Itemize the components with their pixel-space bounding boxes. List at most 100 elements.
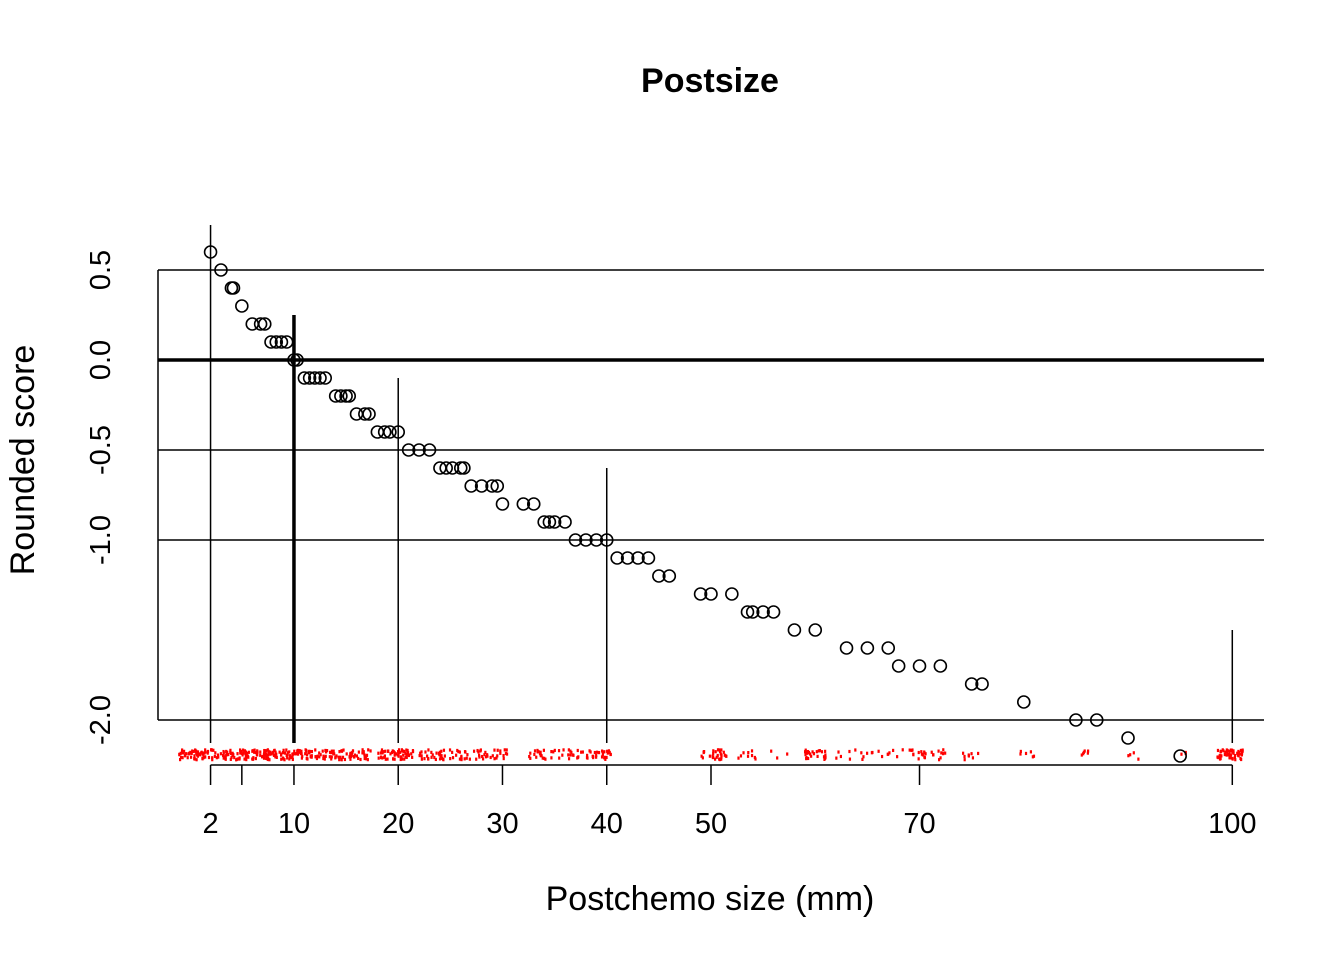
- rug-mark: [1238, 752, 1241, 756]
- rug-mark: [493, 757, 496, 761]
- rug-mark: [266, 748, 269, 752]
- rug-mark: [357, 750, 360, 754]
- rug-mark: [712, 751, 715, 756]
- data-point: [495, 497, 510, 511]
- rug-mark: [896, 755, 899, 759]
- data-point: [377, 425, 392, 439]
- vertical-reference-lines: [209, 225, 1234, 743]
- rug-mark: [720, 755, 723, 759]
- rug-mark: [181, 748, 184, 752]
- rug-mark: [601, 749, 604, 753]
- rug-mark: [332, 751, 335, 755]
- rug-mark: [423, 757, 426, 761]
- rug-mark: [405, 748, 408, 752]
- rug-mark: [296, 752, 300, 756]
- rug-mark: [822, 755, 826, 759]
- rug-mark: [247, 750, 250, 754]
- rug-mark: [365, 757, 368, 761]
- rug-mark: [770, 749, 773, 753]
- data-point: [693, 587, 708, 601]
- rug-mark: [305, 753, 309, 757]
- x-tick-label: 40: [591, 808, 623, 840]
- rug-mark: [183, 753, 187, 758]
- rug-mark: [353, 753, 356, 757]
- rug-mark: [214, 751, 217, 755]
- data-point: [264, 335, 278, 349]
- rug-mark: [329, 750, 333, 755]
- rug-mark: [271, 751, 274, 755]
- rug-mark: [403, 757, 406, 761]
- y-tick-label: -2.0: [85, 695, 117, 745]
- rug-mark: [1082, 752, 1085, 756]
- rug-mark: [322, 756, 325, 761]
- data-point: [391, 425, 406, 439]
- rug-mark: [430, 755, 433, 759]
- rug-mark: [580, 750, 583, 754]
- rug-mark: [1132, 751, 1135, 755]
- rug-mark: [877, 749, 880, 753]
- rug-mark: [349, 751, 352, 755]
- rug-mark: [720, 748, 723, 752]
- rug-mark: [226, 753, 229, 757]
- rug-mark: [1218, 757, 1222, 761]
- rug-mark: [434, 757, 437, 762]
- rug-mark: [252, 756, 255, 760]
- rug-mark: [502, 754, 505, 758]
- data-point: [589, 533, 604, 547]
- rug-mark: [235, 758, 238, 762]
- rug-mark: [977, 751, 980, 756]
- rug-mark: [207, 755, 211, 760]
- x-tick-label: 10: [278, 808, 310, 840]
- rug-mark: [725, 754, 728, 758]
- rug-mark: [179, 755, 183, 759]
- rug-mark: [553, 748, 556, 753]
- rug-mark: [1226, 748, 1229, 753]
- rug-mark: [399, 755, 402, 759]
- rug-mark: [478, 755, 481, 759]
- rug-mark: [215, 756, 218, 760]
- rug-mark: [1220, 754, 1223, 758]
- rug-mark: [484, 750, 487, 755]
- data-point: [362, 407, 376, 421]
- data-point: [745, 605, 760, 619]
- rug-mark: [203, 755, 206, 759]
- rug-mark: [262, 756, 266, 760]
- rug-mark: [815, 750, 818, 754]
- rug-mark: [711, 754, 714, 758]
- data-point: [704, 587, 718, 601]
- rug-mark: [243, 757, 246, 761]
- rug-mark: [210, 748, 213, 752]
- x-tick-label: 70: [903, 808, 935, 840]
- rug-mark: [315, 756, 319, 761]
- rug-mark: [253, 750, 256, 754]
- rug-mark: [259, 750, 262, 754]
- rug-mark: [366, 758, 369, 762]
- rug-mark: [970, 752, 973, 756]
- rug-mark: [932, 753, 935, 757]
- rug-mark: [304, 748, 307, 752]
- rug-mark: [420, 757, 423, 761]
- rug-mark: [340, 757, 343, 761]
- rug-mark: [535, 755, 538, 759]
- rug-mark: [712, 749, 715, 753]
- rug-mark: [246, 751, 249, 755]
- rug-mark: [940, 751, 943, 755]
- rug-mark: [963, 754, 966, 759]
- rug-mark: [243, 749, 247, 753]
- rug-mark: [901, 748, 904, 752]
- data-point: [891, 659, 906, 673]
- rug-mark: [539, 753, 542, 757]
- rug-mark: [186, 756, 189, 760]
- rug-mark: [1227, 753, 1230, 757]
- rug-mark: [536, 750, 539, 754]
- rug-mark: [308, 751, 311, 755]
- rug-mark: [203, 751, 206, 755]
- rug-mark: [588, 749, 591, 753]
- rug-mark: [541, 756, 544, 760]
- rug-mark: [259, 753, 262, 757]
- rug-mark: [316, 754, 319, 758]
- rug-mark: [282, 748, 285, 752]
- data-point: [226, 281, 241, 295]
- data-point: [662, 569, 677, 583]
